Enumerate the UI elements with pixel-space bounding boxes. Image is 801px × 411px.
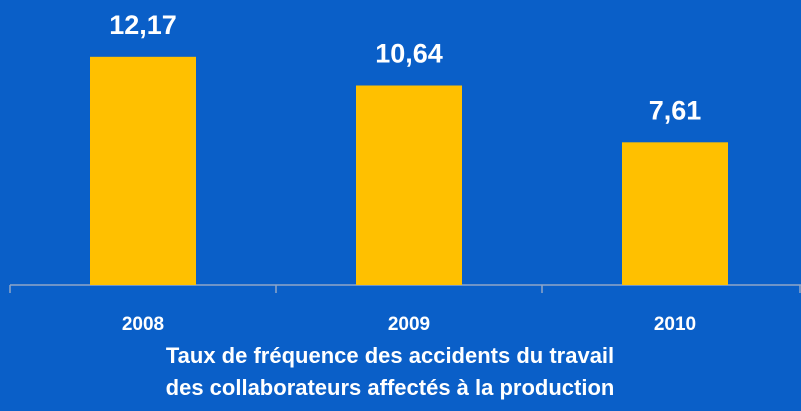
bar — [622, 142, 728, 285]
value-label: 7,61 — [649, 95, 702, 125]
x-tick-label: 2008 — [122, 314, 164, 335]
value-label: 12,17 — [109, 10, 177, 40]
value-label: 10,64 — [375, 39, 443, 69]
x-tick-label: 2010 — [654, 314, 696, 335]
bar — [356, 85, 462, 285]
x-tick-label: 2009 — [388, 314, 430, 335]
caption: des collaborateurs affectés à la product… — [166, 375, 615, 400]
bar — [90, 56, 196, 285]
caption: Taux de fréquence des accidents du trava… — [166, 343, 614, 368]
